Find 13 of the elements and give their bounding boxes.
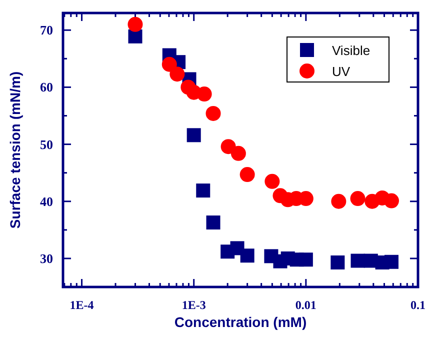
y-tick-label: 50 <box>40 136 53 152</box>
x-tick-label: 1E-4 <box>70 298 94 312</box>
y-tick-label: 70 <box>40 22 53 38</box>
y-tick-label: 40 <box>40 194 53 209</box>
y-tick-label: 30 <box>40 250 53 266</box>
legend-label: Visible <box>332 43 370 58</box>
x-tick-label: 0.01 <box>295 298 316 312</box>
x-tick-label: 0.1 <box>410 298 426 312</box>
y-tick-label: 60 <box>40 80 53 95</box>
x-tick-label: 1E-3 <box>182 298 206 312</box>
x-axis-title: Concentration (mM) <box>174 314 307 330</box>
y-axis-title: Surface tension (mN/m) <box>7 71 23 229</box>
legend-label: UV <box>332 64 350 79</box>
